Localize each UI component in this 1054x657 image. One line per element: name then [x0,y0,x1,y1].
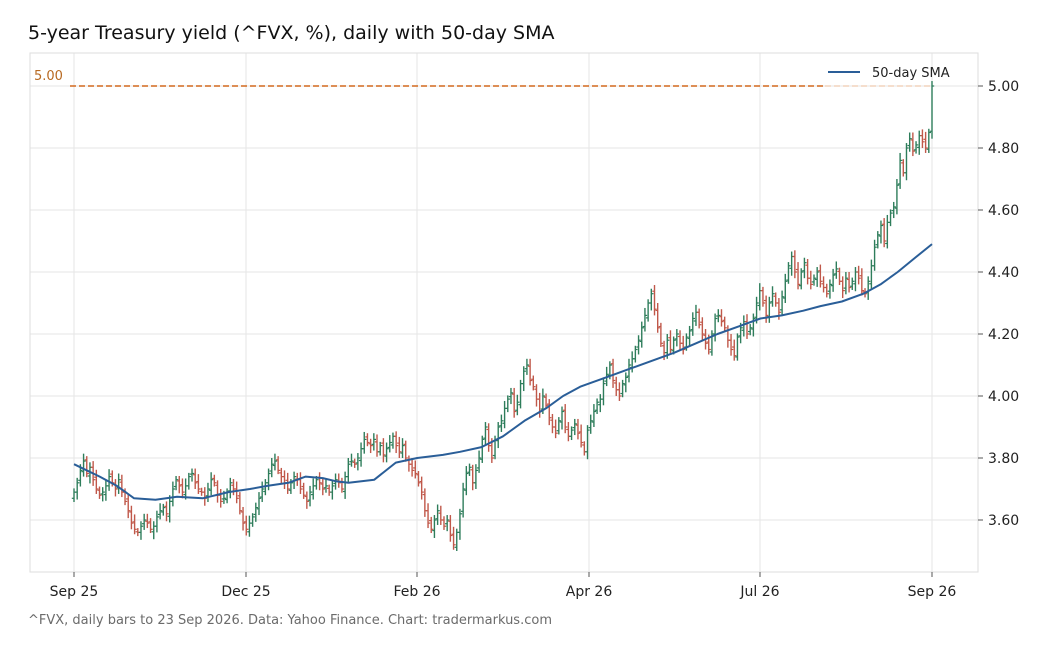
y-tick-label: 5.00 [988,79,1019,95]
x-tick-label: Sep 26 [908,584,957,600]
x-tick-label: Jul 26 [739,584,779,600]
x-tick-label: Sep 25 [50,584,99,600]
legend-label: 50-day SMA [872,66,950,81]
y-tick-label: 4.00 [988,389,1019,405]
x-tick-label: Feb 26 [393,584,440,600]
sma-series [73,243,933,501]
y-tick-label: 4.20 [988,327,1019,343]
plot-frame [29,52,979,573]
chart-title: 5-year Treasury yield (^FVX, %), daily w… [28,22,555,44]
footer-note: ^FVX, daily bars to 23 Sep 2026. Data: Y… [28,613,552,628]
sma-line [73,243,933,501]
y-tick-label: 3.60 [988,513,1019,529]
legend: 50-day SMA [828,66,950,81]
axis-labels: 3.60 3.80 4.00 4.20 4.40 4.60 4.80 5.00 Sep 25 De… [50,79,1020,600]
y-tick-label: 4.60 [988,203,1019,219]
grid-lines [30,53,978,572]
y-tick-label: 4.80 [988,141,1019,157]
x-tick-label: Dec 25 [221,584,270,600]
x-tick-label: Apr 26 [566,584,613,600]
y-tick-label: 4.40 [988,265,1019,281]
y-tick-label: 3.80 [988,451,1019,467]
reference-line-group: 5.00 [34,69,930,87]
reference-line-label: 5.00 [34,69,63,84]
ohlc-bars [71,81,935,551]
